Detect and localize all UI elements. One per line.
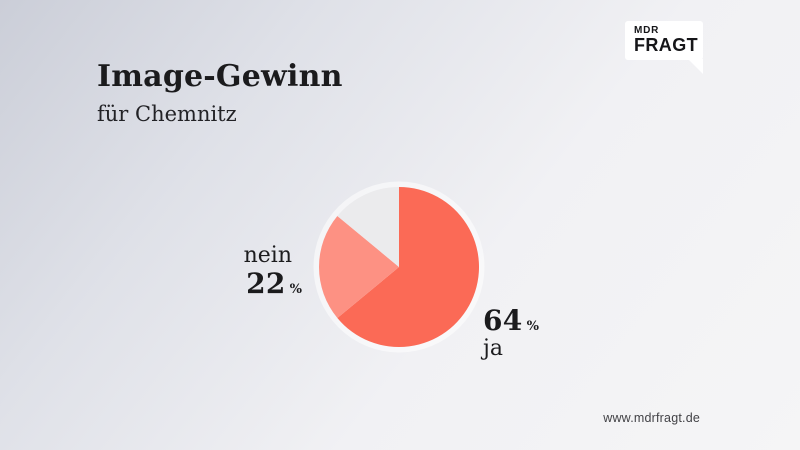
slice-name-nein: nein [243, 243, 292, 268]
mdr-fragt-logo: MDR FRAGT [625, 21, 703, 74]
slice-value-nein: 22 [246, 267, 286, 301]
pie-label-nein: nein 22% [160, 244, 302, 298]
logo-bubble-tail-icon [688, 59, 703, 74]
footer-url: www.mdrfragt.de [603, 411, 700, 425]
slice-value-ja: 64 [483, 304, 523, 337]
pie-slice-nein [319, 216, 399, 318]
pie-label-ja: 64% ja [483, 306, 539, 362]
logo-text-fragt: FRAGT [634, 35, 698, 55]
slice-value-line-ja: 64% [483, 306, 539, 335]
pie-chart-svg [313, 181, 485, 353]
logo-text-mdr: MDR [634, 25, 660, 36]
pie-slice-rest [337, 187, 399, 267]
slice-value-line-nein: 22% [160, 269, 302, 298]
header: Image-Gewinn für Chemnitz [97, 59, 343, 126]
slice-name-ja: ja [483, 336, 503, 362]
pie-chart [299, 167, 499, 367]
logo-speech-bubble: MDR FRAGT [625, 21, 703, 60]
page-title: Image-Gewinn [97, 59, 343, 94]
pie-slice-ja [337, 187, 480, 347]
slice-unit-ja: % [526, 319, 539, 334]
slice-unit-nein: % [289, 282, 302, 298]
page-subtitle: für Chemnitz [97, 101, 237, 126]
